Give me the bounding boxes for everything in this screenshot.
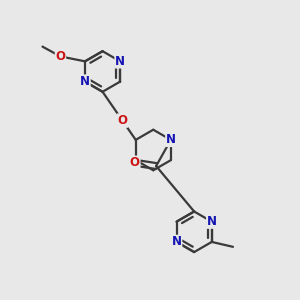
Text: N: N <box>172 236 182 248</box>
Text: O: O <box>130 156 140 169</box>
Text: N: N <box>207 215 217 228</box>
Text: O: O <box>117 114 128 127</box>
Text: O: O <box>56 50 65 63</box>
Text: N: N <box>80 75 90 88</box>
Text: N: N <box>166 134 176 146</box>
Text: N: N <box>115 55 125 68</box>
